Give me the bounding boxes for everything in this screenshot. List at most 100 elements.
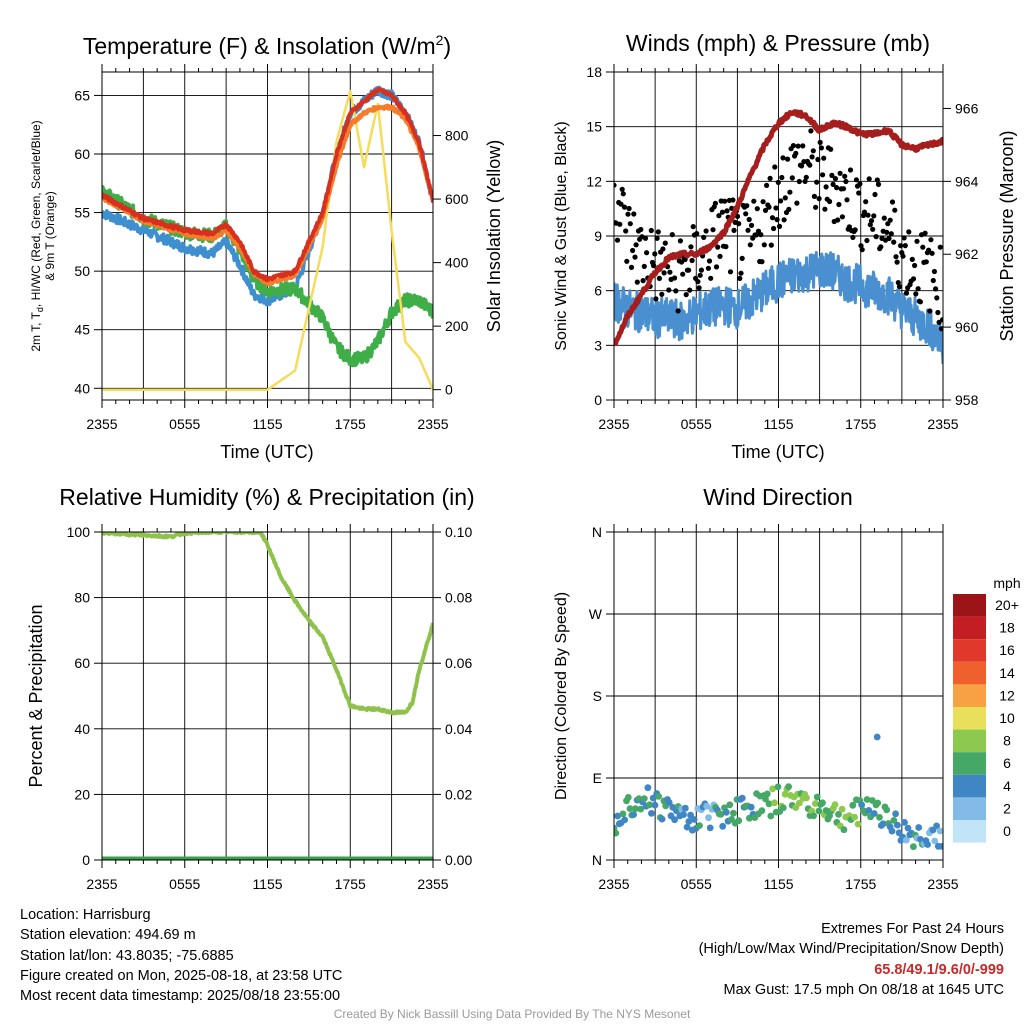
direction-point <box>854 820 862 828</box>
gust-point <box>888 231 894 237</box>
gust-point <box>614 182 617 188</box>
direction-ticks: 2355 0555 1155 1755 2355 N E S W N <box>589 524 959 892</box>
gust-point <box>744 203 750 209</box>
y-tick-label: 45 <box>74 322 90 338</box>
extremes-title: Extremes For Past 24 Hours <box>821 921 1004 937</box>
gust-point <box>900 253 906 259</box>
gust-point <box>893 254 899 260</box>
x-tick-label: 2355 <box>417 416 448 432</box>
x-tick-label: 1755 <box>845 876 876 892</box>
gust-point <box>776 223 783 229</box>
gust-point <box>803 174 809 180</box>
x-tick-label: 2355 <box>417 876 448 892</box>
gust-point <box>881 215 887 221</box>
gust-point <box>688 244 694 250</box>
gust-point <box>717 253 723 259</box>
direction-point <box>819 799 826 807</box>
gust-point <box>843 178 849 185</box>
direction-point <box>640 795 648 802</box>
temperature-right-axis-label: Solar Insolation (Yellow) <box>484 140 504 332</box>
y-tick-label: 0.04 <box>445 721 472 737</box>
x-tick-label: 1155 <box>763 876 793 892</box>
gust-point <box>910 276 917 282</box>
direction-point <box>774 783 782 791</box>
direction-point <box>619 810 627 818</box>
y-tick-label: 60 <box>74 146 90 162</box>
gust-point <box>813 204 819 210</box>
humidity-panel: Relative Humidity (%) & Precipitation (i… <box>26 484 475 892</box>
direction-left-axis-label: Direction (Colored By Speed) <box>553 592 570 800</box>
colorbar-swatch <box>953 707 986 730</box>
temperature-ticks: 2355 0555 1155 1755 2355 40 45 50 55 60 65 0 200 400 6… <box>74 64 469 432</box>
gust-point <box>655 229 661 235</box>
x-tick-label: 2355 <box>598 416 629 432</box>
y-tick-label: 200 <box>445 318 469 334</box>
gust-point <box>902 243 908 249</box>
gust-point <box>659 291 665 297</box>
direction-point <box>758 807 766 815</box>
direction-point <box>730 809 737 817</box>
gust-point <box>767 175 773 181</box>
direction-point <box>931 837 939 845</box>
x-tick-label: 0555 <box>169 416 200 432</box>
winds-x-axis-label: Time (UTC) <box>731 442 824 462</box>
gust-point <box>936 319 942 325</box>
gust-point <box>938 326 943 332</box>
gust-point <box>837 170 843 176</box>
gust-point <box>644 250 650 256</box>
direction-point <box>722 808 730 816</box>
direction-point <box>779 804 787 812</box>
y-tick-label: 50 <box>74 263 90 279</box>
gust-point <box>715 244 721 250</box>
direction-point <box>735 817 743 825</box>
x-tick-label: 2355 <box>598 876 629 892</box>
colorbar-label: 2 <box>1003 800 1011 816</box>
gust-point <box>641 263 647 269</box>
gust-point <box>631 211 637 217</box>
gust-point <box>648 227 654 234</box>
gust-point <box>737 275 743 281</box>
gust-point <box>642 235 649 241</box>
direction-point <box>648 810 655 817</box>
y-tick-label: 800 <box>445 128 469 144</box>
direction-point <box>810 812 817 820</box>
humidity-left-axis-label: Percent & Precipitation <box>26 604 46 787</box>
extremes-subtitle: (High/Low/Max Wind/Precipitation/Snow De… <box>698 941 1004 958</box>
gust-point <box>934 295 940 301</box>
direction-point <box>858 801 866 809</box>
gust-point <box>834 185 840 191</box>
gust-point <box>850 234 856 240</box>
gust-point <box>633 242 639 248</box>
direction-point <box>738 794 746 802</box>
gust-point <box>920 244 926 250</box>
x-tick-label: 2355 <box>927 876 958 892</box>
gust-point <box>820 172 826 178</box>
y-tick-label: N <box>592 524 602 540</box>
gust-point <box>922 230 928 236</box>
gust-point <box>760 199 766 205</box>
gust-point <box>816 196 822 202</box>
gust-point <box>913 291 919 297</box>
winds-right-axis-label: Station Pressure (Maroon) <box>997 130 1017 341</box>
winds-series <box>614 109 943 364</box>
direction-point <box>646 801 653 809</box>
gust-point <box>701 234 707 240</box>
gust-point <box>630 247 636 254</box>
gust-point <box>887 217 893 223</box>
gust-point <box>698 267 705 273</box>
y-tick-label: 0.02 <box>445 786 472 802</box>
gust-point <box>802 178 808 184</box>
gust-point <box>627 221 633 227</box>
colorbar-label: 14 <box>999 665 1015 681</box>
direction-point <box>938 843 943 850</box>
gust-point <box>689 257 695 264</box>
rh-line <box>102 532 433 716</box>
gust-point <box>747 242 753 248</box>
gust-point <box>738 270 744 276</box>
gust-point <box>617 221 623 227</box>
colorbar-label: 18 <box>999 620 1015 636</box>
gust-point <box>775 179 781 185</box>
direction-point <box>831 801 839 809</box>
colorbar-swatch <box>953 661 986 685</box>
colorbar-swatch <box>953 729 986 753</box>
